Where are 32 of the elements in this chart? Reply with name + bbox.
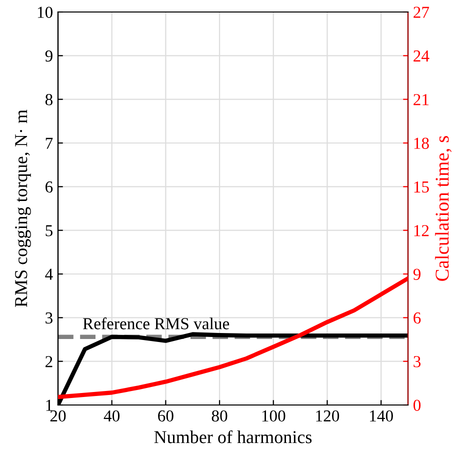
y2-tick-label: 3 <box>414 356 421 368</box>
y-tick-label: 1 <box>46 400 52 411</box>
y2-tick-label: 24 <box>414 50 430 62</box>
y2-tick-label: 15 <box>414 181 429 193</box>
y-tick-label: 5 <box>46 225 52 236</box>
y2-axis-title: Calculation time, s <box>435 136 452 281</box>
x-axis-title: Number of harmonics <box>154 430 312 444</box>
x-tick-label: 100 <box>262 410 286 422</box>
y-tick-label: 9 <box>45 50 52 62</box>
x-tick-label: 80 <box>212 410 228 422</box>
y2-tick-label: 6 <box>414 312 421 324</box>
y-tick-label: 7 <box>46 138 53 149</box>
y-tick-label: 4 <box>45 268 53 280</box>
y-tick-label: 10 <box>38 6 53 18</box>
y-tick-label: 6 <box>46 181 53 193</box>
x-tick-label: 20 <box>50 410 66 422</box>
y2-tick-label: 12 <box>414 225 429 236</box>
y2-tick-label: 21 <box>414 94 429 106</box>
y2-tick-label: 18 <box>414 138 429 149</box>
line-series <box>58 276 408 400</box>
y2-tick-label: 27 <box>414 6 430 18</box>
x-tick-label: 120 <box>316 410 340 422</box>
ref-line-label: Reference RMS value <box>82 317 230 330</box>
x-tick-label: 140 <box>370 410 393 422</box>
y2-tick-label: 9 <box>413 268 421 280</box>
y-tick-label: 2 <box>46 356 52 368</box>
x-tick-label: 60 <box>158 410 174 422</box>
y-axis-title: RMS cogging torque, N· m <box>15 110 31 308</box>
y-tick-label: 8 <box>45 94 53 106</box>
y-tick-label: 3 <box>46 312 52 324</box>
y2-tick-label: 0 <box>413 400 421 411</box>
x-tick-label: 40 <box>104 410 120 422</box>
